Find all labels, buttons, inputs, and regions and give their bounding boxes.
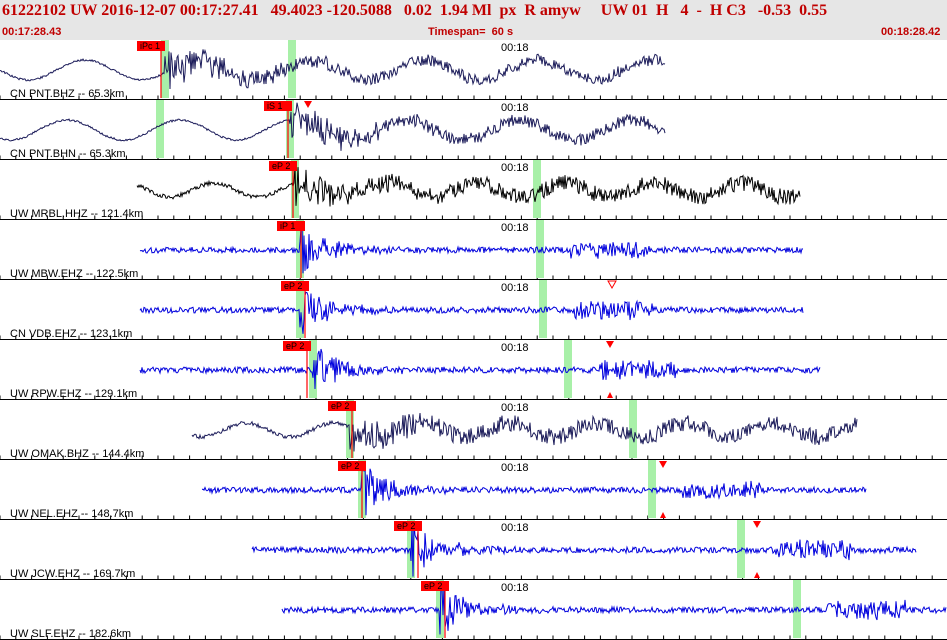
phase-bar: [564, 340, 572, 398]
station-label: CN VDB.EHZ -- 123.1km: [10, 328, 132, 340]
phase-pick-label: iS 1: [267, 101, 283, 111]
phase-pick-label: eP 2: [286, 341, 304, 351]
waveform-trace: [191, 412, 858, 452]
station-label: UW MBW.EHZ -- 122.5km: [10, 268, 138, 280]
station-label: CN PNT.BHZ -- 65.3km: [10, 88, 124, 100]
phase-pick-box[interactable]: [421, 581, 449, 591]
phase-pick-label: iPc 1: [140, 41, 160, 51]
phase-bar: [629, 400, 637, 458]
end-time-label: 00:18:28.42: [881, 26, 941, 38]
phase-pick-label: eP 2: [331, 401, 349, 411]
phase-pick-box[interactable]: [281, 281, 309, 291]
station-label: UW SLF.EHZ -- 182.6km: [10, 628, 131, 640]
timespan-label: Timespan= 60 s: [428, 26, 514, 38]
waveform-trace: [201, 465, 867, 516]
trace-row[interactable]: eP 2 00:18 CN VDB.EHZ -- 123.1km: [0, 280, 947, 340]
time-mark-label: 00:18: [501, 282, 529, 294]
time-mark-label: 00:18: [501, 222, 529, 234]
phase-pick-box[interactable]: [283, 341, 311, 351]
phase-bar: [737, 520, 745, 578]
trace-row[interactable]: iPc 1 00:18 CN PNT.BHZ -- 65.3km: [0, 40, 947, 100]
waveform-trace: [139, 223, 804, 274]
amplitude-marker-icon: [753, 521, 761, 528]
phase-pick-label: iP 1: [280, 221, 295, 231]
start-time-label: 00:17:28.43: [2, 26, 62, 38]
phase-bar: [346, 400, 354, 458]
station-label: CN PNT.BHN -- 65.3km: [10, 148, 126, 160]
waveform-trace: [0, 102, 666, 151]
waveform-trace: [251, 522, 917, 577]
trace-row[interactable]: eP 2 00:18 UW SLF.EHZ -- 182.6km: [0, 580, 947, 640]
amplitude-marker-icon: [660, 512, 666, 518]
time-mark-label: 00:18: [501, 42, 529, 54]
time-mark-label: 00:18: [501, 462, 529, 474]
time-mark-label: 00:18: [501, 162, 529, 174]
phase-pick-box[interactable]: [277, 221, 305, 231]
trace-row[interactable]: iP 1 00:18 UW MBW.EHZ -- 122.5km: [0, 220, 947, 280]
phase-bar: [648, 460, 656, 518]
time-mark-label: 00:18: [501, 522, 529, 534]
trace-row[interactable]: iS 1 00:18 CN PNT.BHN -- 65.3km: [0, 100, 947, 160]
phase-bar: [533, 160, 541, 218]
trace-row[interactable]: eP 2 00:18 UW RPW.EHZ -- 129.1km: [0, 340, 947, 400]
amplitude-marker-icon: [606, 341, 614, 348]
phase-pick-box[interactable]: [137, 41, 165, 51]
station-label: UW RPW.EHZ -- 129.1km: [10, 388, 137, 400]
waveform-trace: [139, 291, 804, 334]
time-mark-label: 00:18: [501, 342, 529, 354]
trace-row[interactable]: eP 2 00:18 UW NEL.EHZ -- 148.7km: [0, 460, 947, 520]
trace-row[interactable]: eP 2 00:18 UW MRBL.HHZ -- 121.4km: [0, 160, 947, 220]
phase-pick-box[interactable]: [269, 161, 297, 171]
phase-bar: [156, 100, 164, 158]
waveform-trace: [281, 581, 947, 635]
waveform-trace: [139, 348, 821, 390]
phase-pick-box[interactable]: [264, 101, 292, 111]
header-bar: 61222102 UW 2016-12-07 00:17:27.41 49.40…: [0, 0, 947, 40]
phase-pick-label: eP 2: [397, 521, 415, 531]
phase-pick-label: eP 2: [341, 461, 359, 471]
phase-pick-box[interactable]: [394, 521, 422, 531]
phase-bar: [286, 100, 294, 158]
time-mark-label: 00:18: [501, 402, 529, 414]
phase-bar: [161, 40, 169, 98]
seismogram-panel[interactable]: iPc 1 00:18 CN PNT.BHZ -- 65.3km iS 1 00:18 C…: [0, 40, 947, 640]
amplitude-marker-icon: [607, 280, 617, 290]
time-mark-label: 00:18: [501, 102, 529, 114]
event-summary-title: 61222102 UW 2016-12-07 00:17:27.41 49.40…: [2, 2, 828, 19]
station-label: UW MRBL.HHZ -- 121.4km: [10, 208, 143, 220]
time-mark-label: 00:18: [501, 582, 529, 594]
phase-bar: [291, 160, 299, 218]
amplitude-marker-icon: [304, 101, 312, 108]
station-label: UW JCW.EHZ -- 169.7km: [10, 568, 135, 580]
phase-pick-label: eP 2: [284, 281, 302, 291]
amplitude-marker-icon: [754, 572, 760, 578]
phase-bar: [296, 280, 304, 338]
station-label: UW OMAK.BHZ -- 144.4km: [10, 448, 144, 460]
amplitude-marker-icon: [659, 461, 667, 468]
station-label: UW NEL.EHZ -- 148.7km: [10, 508, 133, 520]
waveform-trace: [136, 166, 801, 207]
trace-row[interactable]: eP 2 00:18 UW JCW.EHZ -- 169.7km: [0, 520, 947, 580]
phase-bar: [539, 280, 547, 338]
phase-pick-box[interactable]: [328, 401, 356, 411]
amplitude-marker-icon: [607, 392, 613, 398]
phase-pick-label: eP 2: [272, 161, 290, 171]
phase-bar: [296, 220, 304, 278]
waveform-trace: [0, 48, 666, 90]
phase-pick-box[interactable]: [338, 461, 366, 471]
trace-row[interactable]: eP 2 00:18 UW OMAK.BHZ -- 144.4km: [0, 400, 947, 460]
phase-pick-label: eP 2: [424, 581, 442, 591]
